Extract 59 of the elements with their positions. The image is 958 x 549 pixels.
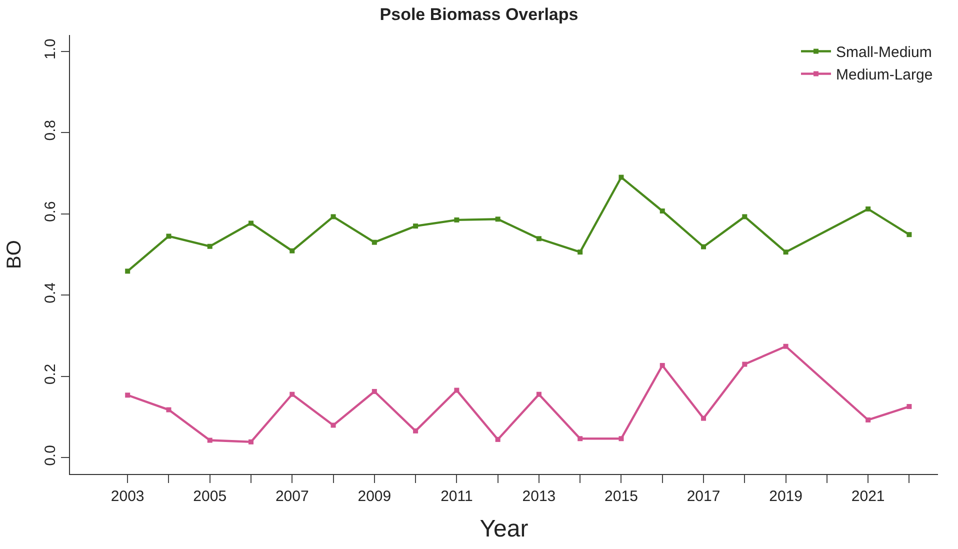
point (701, 244, 706, 250)
point (166, 234, 172, 239)
point (578, 250, 583, 255)
point (454, 217, 460, 222)
x-tick-label: 2007 (275, 488, 309, 505)
y-tick-label: 0.0 (42, 445, 59, 466)
point (536, 236, 542, 242)
point (742, 362, 748, 367)
x-tick-label: 2017 (686, 488, 720, 505)
point (330, 214, 336, 220)
point (866, 206, 871, 212)
point (166, 407, 172, 412)
y-axis-title: BO (4, 240, 26, 269)
point (248, 439, 254, 444)
point (125, 268, 130, 274)
y-tick-label: 0.2 (42, 364, 59, 385)
point (660, 362, 665, 368)
x-tick-label: 2011 (440, 488, 473, 505)
point (660, 208, 665, 214)
point (207, 438, 212, 443)
x-tick-label: 2009 (358, 488, 392, 505)
chart-title: Psole Biomass Overlaps (380, 5, 578, 24)
point (413, 224, 418, 229)
point (290, 392, 295, 397)
point (290, 248, 295, 254)
point (495, 436, 500, 442)
y-tick-label: 0.8 (42, 120, 59, 141)
point (125, 392, 130, 398)
point (866, 417, 871, 422)
point (495, 216, 500, 222)
point (248, 220, 254, 226)
point (742, 214, 748, 220)
point (783, 344, 788, 349)
point (701, 416, 706, 421)
x-tick-label: 2003 (110, 488, 144, 505)
x-tick-label: 2015 (604, 488, 638, 505)
x-tick-label: 2013 (522, 488, 556, 505)
point (536, 392, 542, 397)
point (372, 388, 377, 394)
point (330, 422, 336, 428)
y-tick-label: 0.4 (42, 282, 59, 304)
point (413, 428, 418, 434)
x-tick-label: 2019 (769, 488, 802, 505)
x-tick-label: 2005 (193, 488, 227, 505)
legend-label: Small-Medium (836, 44, 932, 62)
point (906, 404, 912, 410)
point (207, 244, 212, 249)
y-tick-label: 0.6 (42, 201, 59, 222)
point (618, 174, 624, 180)
legend-label: Medium-Large (836, 66, 933, 84)
x-tick-label: 2021 (851, 488, 885, 505)
point (783, 250, 788, 255)
point (906, 232, 912, 238)
point (454, 388, 460, 393)
point (372, 240, 377, 245)
x-axis-title: Year (480, 515, 528, 542)
y-tick-label: 1.0 (42, 38, 59, 60)
point (618, 436, 624, 442)
point (578, 436, 583, 442)
